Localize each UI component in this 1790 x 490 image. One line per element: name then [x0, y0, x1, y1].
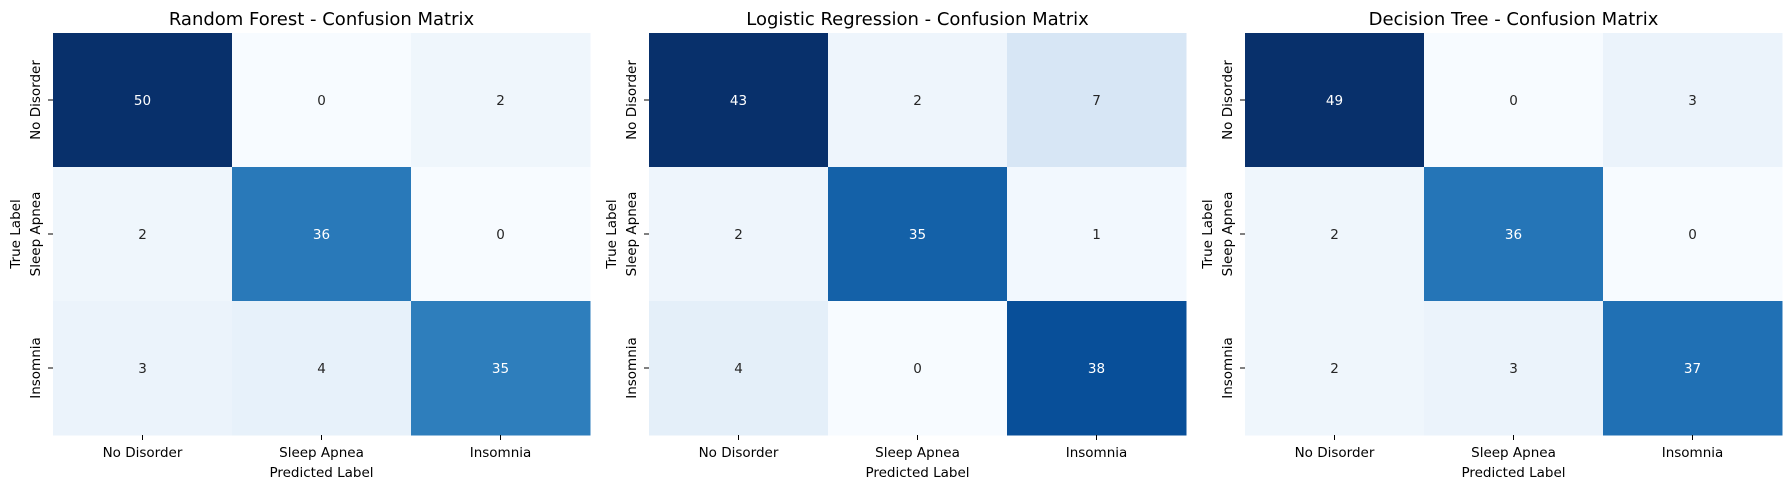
heatmap-cell — [1424, 33, 1604, 168]
y-tick-label: Insomnia — [28, 337, 44, 399]
cell-value-label: 36 — [313, 227, 330, 243]
heatmap-cell — [232, 33, 412, 168]
heatmap-cell — [232, 301, 412, 436]
cell-value-label: 7 — [1092, 93, 1101, 109]
cell-value-label: 2 — [734, 227, 743, 243]
cell-value-label: 2 — [496, 93, 505, 109]
cell-value-label: 3 — [1509, 361, 1518, 377]
chart-title: Logistic Regression - Confusion Matrix — [746, 9, 1089, 30]
cell-value-label: 38 — [1088, 361, 1105, 377]
heatmap-panel-3: Decision Tree - Confusion Matrix 49 0 3 2 36 0… — [1200, 9, 1783, 481]
chart-title: Decision Tree - Confusion Matrix — [1369, 9, 1659, 30]
cell-value-label: 0 — [913, 361, 922, 377]
x-tick-label: No Disorder — [103, 445, 183, 461]
x-tick-label: Sleep Apnea — [875, 445, 960, 461]
y-tick-label: Insomnia — [624, 337, 640, 399]
heatmap-cell — [1007, 167, 1187, 302]
cell-value-label: 0 — [496, 227, 505, 243]
cell-value-label: 2 — [1330, 361, 1339, 377]
heatmap-cell — [1245, 33, 1425, 168]
y-tick-label: Sleep Apnea — [1220, 192, 1236, 277]
cell-value-label: 36 — [1505, 227, 1522, 243]
cell-value-label: 3 — [138, 361, 147, 377]
x-tick-label: No Disorder — [699, 445, 779, 461]
cell-value-label: 43 — [730, 93, 747, 109]
heatmap-cell — [1245, 301, 1425, 436]
heatmap-cell — [53, 33, 233, 168]
cell-value-label: 4 — [734, 361, 743, 377]
x-tick-label: Sleep Apnea — [279, 445, 364, 461]
cell-value-label: 35 — [909, 227, 926, 243]
x-tick-label: Insomnia — [1662, 445, 1724, 461]
chart-title: Random Forest - Confusion Matrix — [169, 9, 475, 30]
x-tick-label: No Disorder — [1295, 445, 1375, 461]
heatmap-panel-1: Random Forest - Confusion Matrix 50 0 2 2 36 0… — [8, 9, 591, 481]
cell-value-label: 50 — [134, 93, 151, 109]
heatmap-cell — [1424, 301, 1604, 436]
heatmap-cell — [828, 33, 1008, 168]
heatmap-cell — [649, 167, 829, 302]
heatmap-cell — [1603, 33, 1783, 168]
y-tick-label: No Disorder — [1220, 60, 1236, 140]
heatmap-cell — [1007, 301, 1187, 436]
x-axis-label: Predicted Label — [269, 465, 373, 481]
cell-value-label: 2 — [138, 227, 147, 243]
heatmap-cell — [828, 167, 1008, 302]
cell-value-label: 35 — [492, 361, 509, 377]
heatmap-cell — [649, 301, 829, 436]
y-tick-label: Sleep Apnea — [28, 192, 44, 277]
heatmap-cell — [1245, 167, 1425, 302]
heatmap-cell — [411, 167, 591, 302]
heatmap-cell — [411, 301, 591, 436]
cell-value-label: 4 — [317, 361, 326, 377]
x-tick-label: Insomnia — [470, 445, 532, 461]
heatmap-cell — [828, 301, 1008, 436]
heatmap-cell — [411, 33, 591, 168]
heatmap-cell — [1603, 301, 1783, 436]
x-tick-label: Insomnia — [1066, 445, 1128, 461]
y-tick-label: No Disorder — [28, 60, 44, 140]
cell-value-label: 0 — [317, 93, 326, 109]
heatmap-cell — [232, 167, 412, 302]
cell-value-label: 2 — [913, 93, 922, 109]
y-tick-label: Insomnia — [1220, 337, 1236, 399]
cell-value-label: 1 — [1092, 227, 1101, 243]
y-tick-label: Sleep Apnea — [624, 192, 640, 277]
cell-value-label: 49 — [1326, 93, 1343, 109]
y-axis-label: True Label — [1200, 199, 1216, 269]
heatmap-panel-2: Logistic Regression - Confusion Matrix43… — [604, 9, 1187, 481]
cell-value-label: 0 — [1688, 227, 1697, 243]
y-axis-label: True Label — [8, 199, 24, 269]
heatmap-cell — [53, 167, 233, 302]
heatmap-cell — [1603, 167, 1783, 302]
x-tick-label: Sleep Apnea — [1471, 445, 1556, 461]
x-axis-label: Predicted Label — [1461, 465, 1565, 481]
cell-value-label: 2 — [1330, 227, 1339, 243]
heatmap-cell — [649, 33, 829, 168]
cell-value-label: 0 — [1509, 93, 1518, 109]
heatmap-cell — [1007, 33, 1187, 168]
cell-value-label: 37 — [1684, 361, 1701, 377]
y-tick-label: No Disorder — [624, 60, 640, 140]
y-axis-label: True Label — [604, 199, 620, 269]
x-axis-label: Predicted Label — [865, 465, 969, 481]
cell-value-label: 3 — [1688, 93, 1697, 109]
heatmap-cell — [1424, 167, 1604, 302]
heatmap-cell — [53, 301, 233, 436]
